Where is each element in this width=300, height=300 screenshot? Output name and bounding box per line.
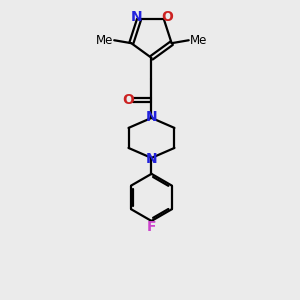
Text: N: N (130, 11, 142, 24)
Text: Me: Me (190, 34, 208, 47)
Text: O: O (161, 11, 173, 24)
Text: O: O (122, 93, 134, 107)
Text: N: N (146, 110, 157, 124)
Text: F: F (147, 220, 156, 234)
Text: N: N (146, 152, 157, 166)
Text: Me: Me (95, 34, 113, 47)
